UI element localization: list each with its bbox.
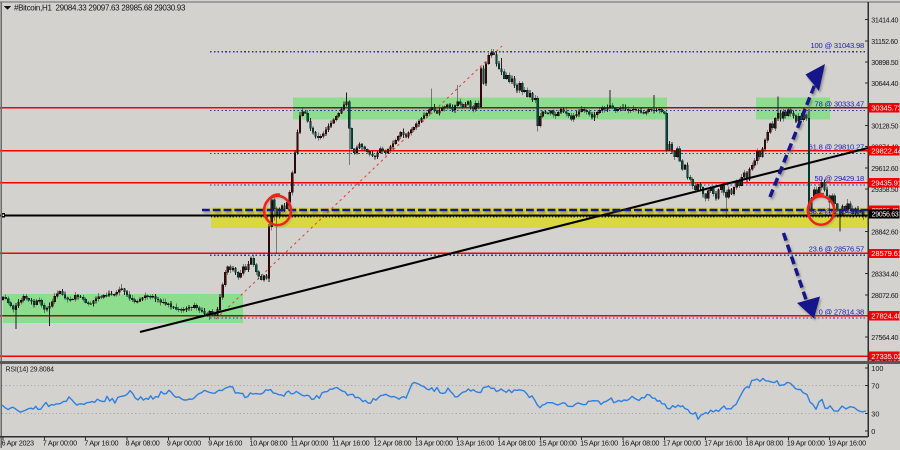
svg-text:7 Apr 16:00: 7 Apr 16:00 — [84, 439, 118, 448]
svg-text:18 Apr 08:00: 18 Apr 08:00 — [745, 439, 783, 448]
svg-text:12 Apr 08:00: 12 Apr 08:00 — [374, 439, 412, 448]
svg-text:50 @ 29429.18: 50 @ 29429.18 — [815, 174, 864, 183]
svg-text:0: 0 — [871, 427, 875, 436]
svg-text:11 Apr 00:00: 11 Apr 00:00 — [291, 439, 328, 448]
svg-text:28072.60: 28072.60 — [871, 292, 898, 300]
svg-text:70: 70 — [871, 381, 879, 390]
svg-text:13 Apr 16:00: 13 Apr 16:00 — [456, 439, 494, 448]
svg-text:23.6 @ 28576.57: 23.6 @ 28576.57 — [809, 244, 864, 253]
svg-text:100 @ 31043.98: 100 @ 31043.98 — [811, 41, 864, 50]
svg-text:31414.40: 31414.40 — [871, 16, 898, 24]
svg-text:28842.60: 28842.60 — [871, 229, 898, 237]
svg-text:29822.44: 29822.44 — [871, 147, 900, 156]
svg-text:29056.63: 29056.63 — [872, 211, 899, 219]
svg-text:29435.91: 29435.91 — [871, 179, 900, 188]
svg-text:31152.60: 31152.60 — [871, 38, 898, 46]
svg-text:13 Apr 00:00: 13 Apr 00:00 — [415, 439, 453, 448]
svg-text:38.2 @ 29048.08: 38.2 @ 29048.08 — [809, 207, 864, 216]
svg-text:78 @ 30333.47: 78 @ 30333.47 — [815, 100, 864, 109]
svg-text:27564.40: 27564.40 — [871, 334, 898, 342]
svg-text:11 Apr 16:00: 11 Apr 16:00 — [332, 439, 369, 448]
svg-text:RSI(14) 29.8084: RSI(14) 29.8084 — [6, 366, 55, 373]
svg-text:16 Apr 08:00: 16 Apr 08:00 — [621, 439, 659, 448]
svg-text:17 Apr 16:00: 17 Apr 16:00 — [704, 439, 742, 448]
svg-text:61.8 @ 29810.27: 61.8 @ 29810.27 — [809, 143, 864, 152]
svg-text:14 Apr 08:00: 14 Apr 08:00 — [498, 439, 536, 448]
svg-text:30898.50: 30898.50 — [871, 59, 898, 67]
svg-text:28334.40: 28334.40 — [871, 270, 898, 278]
svg-text:29612.60: 29612.60 — [871, 165, 898, 173]
svg-text:19 Apr 00:00: 19 Apr 00:00 — [787, 439, 825, 448]
svg-text:19 Apr 16:00: 19 Apr 16:00 — [828, 439, 866, 448]
svg-text:9 Apr 00:00: 9 Apr 00:00 — [167, 439, 201, 448]
svg-text:30345.73: 30345.73 — [871, 104, 900, 113]
svg-text:10 Apr 08:00: 10 Apr 08:00 — [250, 439, 288, 448]
svg-text:30128.50: 30128.50 — [871, 122, 898, 130]
svg-text:28579.61: 28579.61 — [871, 249, 900, 258]
svg-text:#Bitcoin,H1 29084.33 29097.63: #Bitcoin,H1 29084.33 29097.63 28985.68 2… — [14, 4, 186, 13]
svg-text:29358.50: 29358.50 — [871, 186, 898, 194]
svg-text:9 Apr 16:00: 9 Apr 16:00 — [208, 439, 242, 448]
svg-text:27335.02: 27335.02 — [871, 352, 900, 361]
svg-text:6 Apr 2023: 6 Apr 2023 — [2, 439, 35, 448]
svg-text:27824.40: 27824.40 — [871, 312, 900, 321]
svg-text:0 @ 27814.38: 0 @ 27814.38 — [819, 307, 864, 316]
svg-text:100: 100 — [871, 364, 883, 373]
svg-text:7 Apr 00:00: 7 Apr 00:00 — [43, 439, 77, 448]
svg-text:17 Apr 00:00: 17 Apr 00:00 — [663, 439, 701, 448]
svg-text:8 Apr 08:00: 8 Apr 08:00 — [126, 439, 160, 448]
svg-text:30: 30 — [871, 409, 879, 418]
svg-text:15 Apr 00:00: 15 Apr 00:00 — [539, 439, 577, 448]
svg-text:30644.40: 30644.40 — [871, 80, 898, 88]
svg-text:15 Apr 16:00: 15 Apr 16:00 — [580, 439, 618, 448]
